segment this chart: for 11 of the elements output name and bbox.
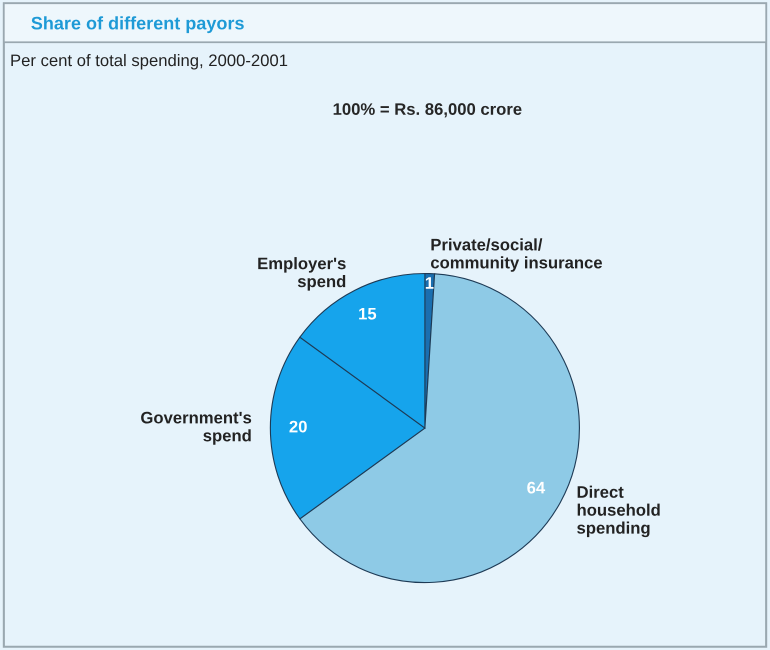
- slice-label: Private/social/ community insurance: [430, 238, 602, 272]
- slice-label: Government's spend: [141, 412, 252, 445]
- data-label: 15: [359, 308, 376, 320]
- data-label: 1: [426, 277, 434, 289]
- data-label: 20: [289, 420, 307, 432]
- data-label: 64: [527, 482, 546, 494]
- chart-title: Share of different payors: [31, 16, 244, 34]
- chart-subtitle: Per cent of total spending, 2000-2001: [11, 54, 288, 70]
- slice-label: Direct household spending: [577, 486, 660, 538]
- slice-label: Employer's spend: [258, 257, 346, 291]
- text: 100% = Rs. 86,000 crore: [334, 103, 522, 118]
